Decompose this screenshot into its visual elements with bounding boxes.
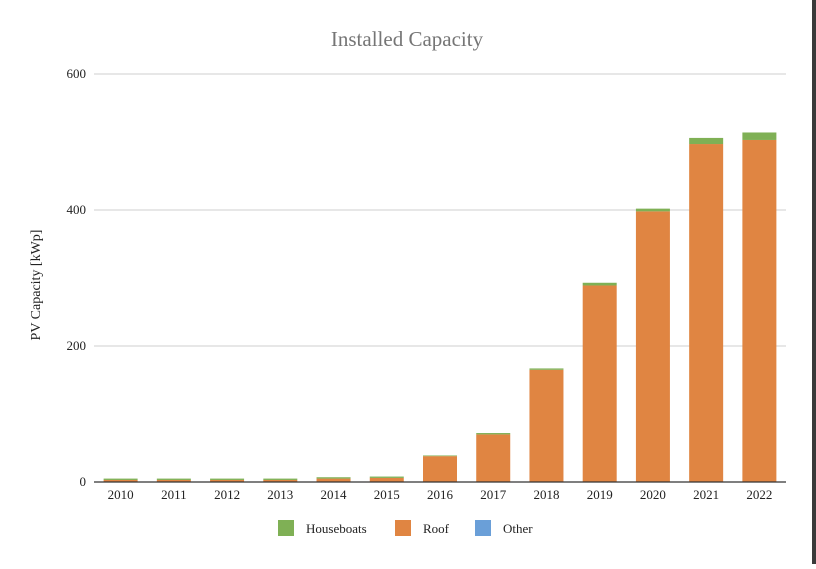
x-tick-label: 2017 [480,487,507,502]
bar-houseboats-2016 [423,455,457,457]
bar-houseboats-2013 [263,478,298,480]
legend: Houseboats Roof Other [278,520,533,536]
x-tick-label: 2013 [267,487,293,502]
y-tick-label: 0 [80,474,87,489]
x-tick-label: 2015 [374,487,400,502]
bar-roof-2012 [210,479,245,482]
bar-houseboats-2011 [156,478,191,480]
bar-roof-2022 [742,139,777,482]
bar-houseboats-2017 [476,433,511,435]
chart-title: Installed Capacity [331,27,484,51]
bar-roof-2011 [156,479,191,482]
legend-label-other: Other [503,521,533,536]
legend-label-houseboats: Houseboats [306,521,367,536]
bar-roof-2010 [103,479,138,482]
bar-roof-2018 [529,369,564,482]
x-axis: 2010 2011 2012 2013 2014 2015 2016 2017 2018 2019… [94,481,786,502]
bar-houseboats-2018 [529,368,564,370]
bar-houseboats-2021 [689,137,724,145]
bar-roof-2015 [369,477,404,482]
bar-roof-2017 [476,434,511,482]
x-tick-label: 2011 [161,487,187,502]
x-tick-label: 2014 [321,487,348,502]
bar-roof-2016 [423,456,457,482]
legend-swatch-roof [395,520,411,536]
legend-label-roof: Roof [423,521,450,536]
bar-roof-2019 [582,285,617,482]
bar-roof-2013 [263,479,298,482]
bar-houseboats-2014 [316,477,351,479]
bar-houseboats-2022 [742,132,777,140]
x-tick-label: 2020 [640,487,666,502]
bar-houseboats-2020 [635,208,670,212]
legend-swatch-houseboats [278,520,294,536]
legend-swatch-other [475,520,491,536]
gridlines: 0 200 400 600 [67,66,786,489]
bars [103,132,777,483]
y-tick-label: 400 [67,202,87,217]
bar-roof-2021 [689,144,724,483]
bar-houseboats-2010 [103,478,138,480]
x-tick-label: 2012 [214,487,240,502]
y-tick-label: 600 [67,66,87,81]
bar-houseboats-2015 [369,476,404,478]
y-tick-label: 200 [67,338,87,353]
x-tick-label: 2019 [587,487,613,502]
x-tick-label: 2016 [427,487,454,502]
bar-roof-2020 [635,211,670,483]
bar-roof-2014 [316,478,351,482]
bar-houseboats-2019 [582,282,617,286]
bar-houseboats-2012 [210,478,245,480]
window-edge [812,0,816,564]
x-tick-label: 2021 [693,487,719,502]
x-tick-label: 2010 [108,487,134,502]
x-tick-label: 2022 [746,487,772,502]
y-axis-label: PV Capacity [kWp] [29,230,44,341]
x-tick-label: 2018 [533,487,559,502]
